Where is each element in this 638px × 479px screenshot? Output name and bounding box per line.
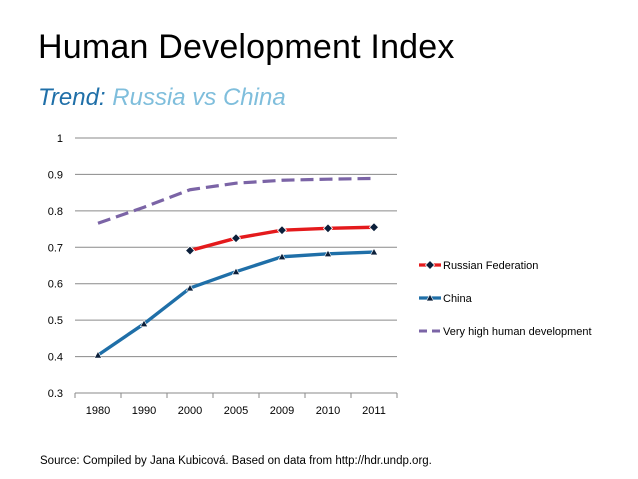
data-point-russian-federation — [184, 245, 196, 256]
x-tick-label: 2011 — [362, 405, 386, 417]
source-note: Source: Compiled by Jana Kubicová. Based… — [40, 455, 432, 467]
x-tick-label: 2010 — [316, 405, 340, 417]
subtitle-lead: Trend: — [38, 84, 106, 111]
data-point-russian-federation — [322, 223, 334, 234]
series-line-very-high-human-development — [97, 176, 375, 225]
data-point-china — [277, 252, 287, 260]
legend-label-china: China — [443, 293, 473, 305]
data-point-china — [185, 283, 195, 292]
y-tick-label: 0.3 — [48, 388, 63, 400]
y-tick-label: 0.4 — [48, 352, 63, 364]
legend-marker-russian-federation — [424, 259, 436, 271]
data-point-russian-federation — [368, 222, 380, 233]
slide-subtitle: Trend: Russia vs China — [38, 84, 286, 112]
x-tick-label: 1980 — [86, 405, 110, 417]
x-tick-label: 1990 — [132, 405, 156, 417]
gridlines — [75, 137, 397, 358]
y-tick-label: 0.9 — [48, 169, 63, 181]
y-tick-label: 0.5 — [48, 315, 63, 327]
y-tick-label: 1 — [57, 133, 63, 145]
slide-title: Human Development Index — [38, 28, 455, 66]
subtitle-rest: Russia vs China — [112, 84, 286, 111]
axes: 0.3 0.4 0.5 0.6 0.7 0.8 0.9 1 1980 1990 2000 2005 20… — [48, 133, 398, 417]
y-tick-label: 0.8 — [48, 206, 63, 218]
y-tick-label: 0.7 — [48, 242, 63, 254]
legend-label-very-high-human-development: Very high human development — [443, 326, 592, 338]
x-tick-label: 2009 — [270, 405, 294, 417]
data-point-russian-federation — [276, 225, 288, 236]
data-point-china — [323, 249, 333, 258]
y-tick-label: 0.6 — [48, 279, 63, 291]
data-point-russian-federation — [230, 233, 242, 244]
x-tick-label: 2005 — [224, 405, 248, 417]
data-point-china — [231, 267, 241, 275]
data-point-china — [369, 247, 379, 256]
legend: Russian Federation China Very high human d… — [419, 259, 592, 338]
series-lines — [93, 176, 380, 359]
legend-label-russian-federation: Russian Federation — [443, 260, 538, 272]
x-tick-label: 2000 — [178, 405, 202, 417]
data-point-china — [139, 319, 149, 327]
data-point-china — [93, 350, 103, 359]
legend-marker-china — [425, 293, 435, 302]
